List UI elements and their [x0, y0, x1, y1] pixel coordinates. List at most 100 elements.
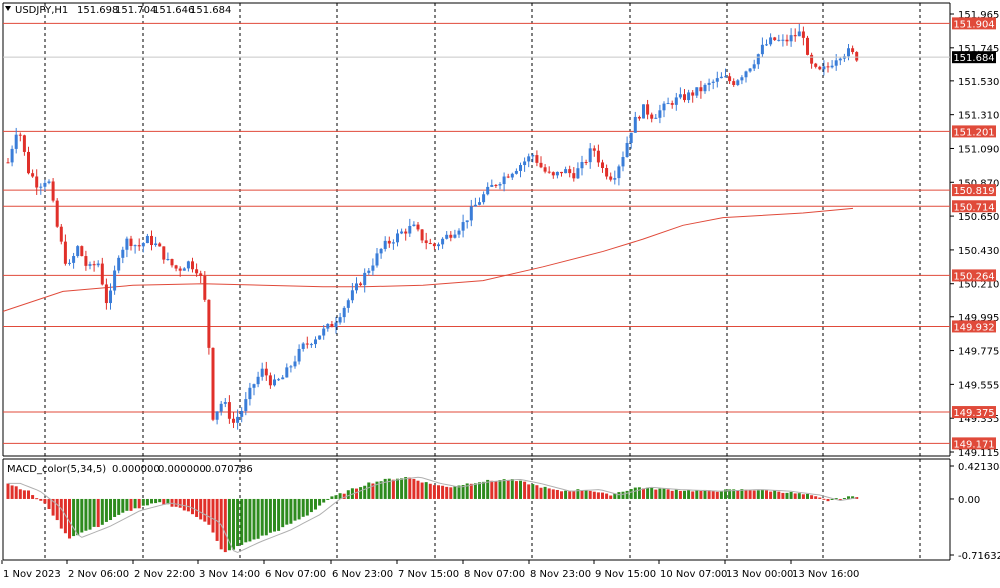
- candle-body: [617, 166, 621, 179]
- candle-body: [322, 328, 326, 336]
- candle-body: [707, 82, 711, 85]
- candle-body: [404, 231, 408, 234]
- macd-bar: [158, 498, 162, 503]
- candle-body: [219, 403, 223, 412]
- candle-body: [104, 284, 108, 304]
- candle-body: [711, 81, 715, 83]
- macd-bar: [100, 498, 104, 525]
- candle-body: [182, 268, 186, 271]
- macd-axis: 0.421304 0.00 -0.716327: [950, 462, 1000, 562]
- x-tick-label: 10 Nov 07:00: [660, 569, 727, 580]
- candle-body: [531, 155, 535, 157]
- macd-value-2: 0.000000: [158, 464, 206, 475]
- candle-body: [264, 368, 268, 376]
- candle-body: [482, 194, 486, 203]
- triangle-down-icon[interactable]: [5, 6, 11, 11]
- candle-body: [801, 31, 805, 38]
- macd-bar: [765, 490, 768, 499]
- candle-body: [314, 339, 317, 345]
- candle-body: [650, 114, 654, 119]
- macd-bar: [703, 489, 707, 499]
- macd-bar: [658, 488, 662, 499]
- macd-bar: [469, 483, 473, 499]
- macd-bar: [420, 482, 424, 499]
- candle-body: [191, 261, 194, 270]
- macd-bar: [523, 481, 527, 499]
- candle-body: [760, 44, 764, 55]
- candle-body: [818, 66, 822, 70]
- macd-bar: [785, 492, 789, 499]
- candle-body: [601, 162, 604, 169]
- macd-bar: [457, 485, 461, 499]
- candle-body: [432, 243, 436, 247]
- candle-body: [84, 256, 88, 266]
- candle-body: [703, 84, 707, 92]
- macd-y-tick-label: -0.716327: [958, 551, 1000, 562]
- macd-bar: [125, 498, 129, 511]
- candle-body: [769, 37, 773, 45]
- macd-bar: [601, 492, 604, 499]
- candle-body: [342, 307, 346, 318]
- macd-bar: [695, 490, 699, 499]
- candle-body: [633, 116, 637, 133]
- candle-body: [59, 226, 63, 242]
- candle-body: [789, 35, 793, 42]
- candle-body: [539, 162, 543, 168]
- open-value: 151.698: [77, 5, 118, 16]
- candle-body: [289, 366, 293, 368]
- candle-body: [555, 171, 559, 176]
- candle-body: [584, 162, 588, 164]
- candle-body: [133, 245, 137, 247]
- macd-bar: [121, 498, 125, 513]
- macd-bar: [531, 484, 535, 499]
- macd-bar: [355, 488, 358, 499]
- candle-body: [309, 344, 313, 346]
- candle-body: [490, 184, 494, 187]
- macd-bar: [387, 478, 391, 499]
- candle-body: [10, 148, 14, 163]
- macd-bar: [154, 498, 158, 504]
- macd-bar: [806, 493, 809, 499]
- candle-body: [31, 173, 35, 177]
- chart-header[interactable]: USDJPY,H1 151.698 151.704 151.646 151.68…: [5, 5, 231, 16]
- candle-body: [683, 94, 686, 101]
- candle-body: [609, 176, 613, 180]
- candle-body: [359, 283, 363, 286]
- candle-body: [355, 283, 358, 291]
- level-tag: [952, 200, 996, 213]
- candle-body: [678, 94, 682, 98]
- macd-bar: [662, 488, 666, 499]
- candle-body: [621, 157, 625, 167]
- candle-body: [736, 80, 740, 85]
- y-tick-label: 149.335: [958, 414, 999, 425]
- macd-bar: [625, 490, 629, 499]
- candle-body: [654, 117, 658, 119]
- candle-body: [39, 186, 43, 188]
- macd-bar: [342, 493, 346, 499]
- candle-body: [125, 238, 129, 250]
- ma-line: [2, 207, 854, 312]
- macd-bar: [96, 498, 100, 528]
- macd-bar: [18, 489, 22, 499]
- candle-body: [367, 270, 371, 273]
- macd-bar: [207, 498, 211, 525]
- macd-bar: [847, 496, 850, 499]
- macd-bar: [736, 490, 740, 499]
- macd-bar: [609, 495, 613, 499]
- macd-bar: [27, 490, 30, 499]
- macd-bar: [76, 498, 80, 536]
- macd-bar: [769, 491, 773, 499]
- macd-bar: [851, 496, 855, 499]
- macd-bar: [400, 478, 404, 499]
- current-price-label: 151.684: [953, 53, 994, 64]
- candle-body: [797, 31, 801, 37]
- candle-body: [822, 66, 826, 70]
- candle-body: [851, 48, 855, 53]
- x-tick-label: 6 Nov 07:00: [265, 569, 326, 580]
- macd-bar: [375, 481, 379, 499]
- candle-body: [18, 134, 22, 136]
- macd-bar: [117, 498, 121, 515]
- candle-body: [838, 58, 842, 61]
- candle-body: [227, 402, 231, 419]
